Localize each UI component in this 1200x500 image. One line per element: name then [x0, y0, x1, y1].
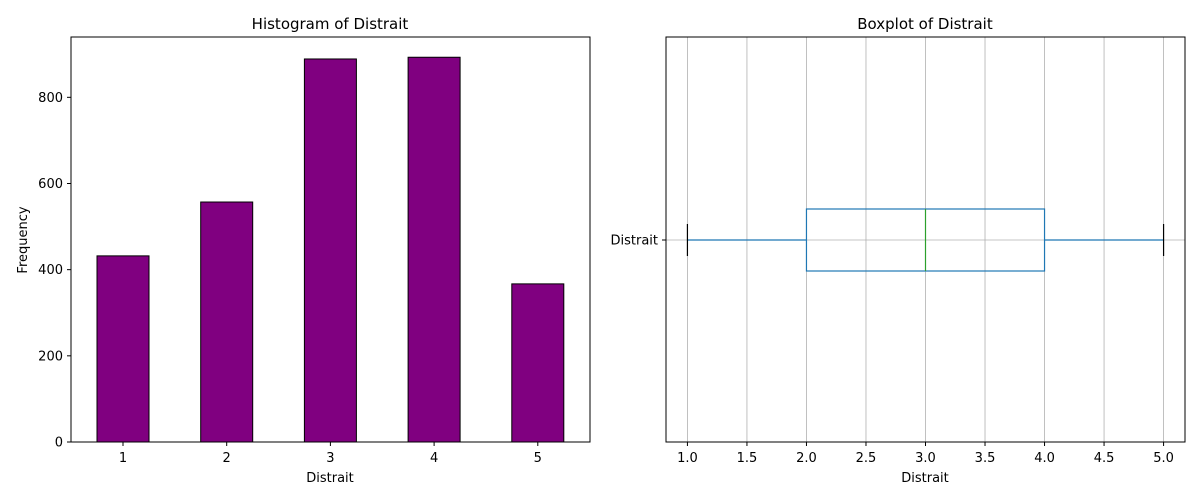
histogram-bar: [511, 283, 565, 443]
histogram-y-tick-label: 0: [55, 436, 63, 451]
boxplot-x-tick-label: 3.5: [975, 451, 996, 466]
boxplot-y-tick-label: Distrait: [610, 234, 658, 249]
histogram-y-tick-label: 600: [38, 177, 63, 192]
histogram-x-axis-label: Distrait: [306, 471, 354, 486]
histogram-bar: [200, 201, 254, 443]
boxplot-x-tick-label: 1.5: [737, 451, 758, 466]
boxplot-x-tick-label: 5.0: [1153, 451, 1174, 466]
histogram-y-axis-label: Frequency: [16, 206, 31, 273]
boxplot-plot-frame: [665, 36, 1186, 443]
histogram-x-tick-label: 3: [326, 451, 334, 466]
histogram-title: Histogram of Distrait: [252, 15, 409, 33]
boxplot-x-tick-label: 4.5: [1094, 451, 1115, 466]
boxplot-x-tick-label: 2.5: [856, 451, 877, 466]
boxplot-x-tick-label: 4.0: [1034, 451, 1055, 466]
histogram-y-tick-label: 400: [38, 263, 63, 278]
boxplot-x-tick-label: 2.0: [796, 451, 817, 466]
boxplot-x-tick-label: 3.0: [915, 451, 936, 466]
boxplot-title: Boxplot of Distrait: [857, 15, 993, 33]
histogram-x-tick-label: 2: [223, 451, 231, 466]
histogram-x-tick-label: 1: [119, 451, 127, 466]
histogram-panel: Histogram of Distrait 0 200 400 600 800 1 2 3 4…: [16, 15, 591, 486]
histogram-x-tick-label: 5: [534, 451, 542, 466]
histogram-x-tick-label: 4: [430, 451, 438, 466]
histogram-bar: [96, 255, 150, 443]
boxplot-panel: Boxplot of Distrait 1.0 1.5 2.0 2.5 3.0 3.5 4.…: [610, 15, 1186, 486]
histogram-y-tick-label: 800: [38, 91, 63, 106]
histogram-bar: [407, 56, 461, 443]
boxplot-x-tick-label: 1.0: [677, 451, 698, 466]
boxplot-x-axis-label: Distrait: [901, 471, 949, 486]
histogram-plot-frame: [70, 36, 591, 443]
histogram-y-tick-label: 200: [38, 349, 63, 364]
histogram-bar: [303, 58, 357, 443]
